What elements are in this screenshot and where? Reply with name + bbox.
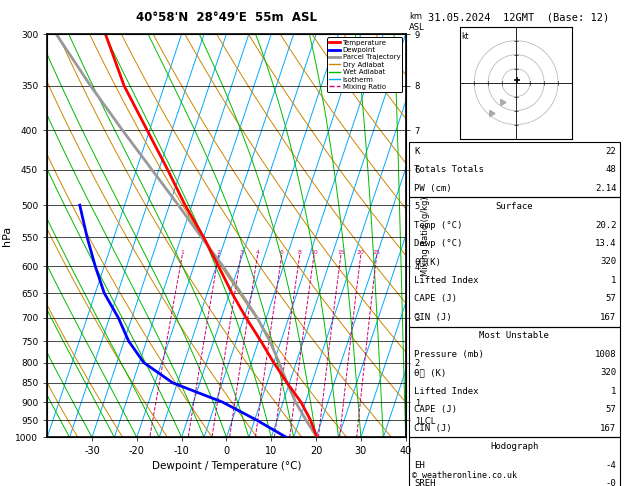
- Text: 1008: 1008: [595, 350, 616, 359]
- Text: 20: 20: [357, 250, 365, 255]
- Text: 1: 1: [611, 387, 616, 396]
- Text: 320: 320: [600, 258, 616, 266]
- Text: θᴄ(K): θᴄ(K): [414, 258, 441, 266]
- Text: CAPE (J): CAPE (J): [414, 405, 457, 414]
- Text: K: K: [414, 147, 420, 156]
- Text: Pressure (mb): Pressure (mb): [414, 350, 484, 359]
- Text: 167: 167: [600, 424, 616, 433]
- Text: 57: 57: [606, 295, 616, 303]
- Text: kt: kt: [462, 32, 469, 41]
- Text: θᴄ (K): θᴄ (K): [414, 368, 446, 377]
- Text: 13.4: 13.4: [595, 239, 616, 248]
- Text: 20.2: 20.2: [595, 221, 616, 229]
- Text: CIN (J): CIN (J): [414, 424, 452, 433]
- Text: km
ASL: km ASL: [409, 12, 425, 32]
- X-axis label: Dewpoint / Temperature (°C): Dewpoint / Temperature (°C): [152, 461, 301, 470]
- Text: 48: 48: [606, 165, 616, 174]
- Text: Most Unstable: Most Unstable: [479, 331, 549, 340]
- Text: 2.14: 2.14: [595, 184, 616, 192]
- Y-axis label: hPa: hPa: [3, 226, 13, 246]
- Text: Temp (°C): Temp (°C): [414, 221, 462, 229]
- Text: 6: 6: [280, 250, 284, 255]
- Text: 15: 15: [337, 250, 345, 255]
- Text: 31.05.2024  12GMT  (Base: 12): 31.05.2024 12GMT (Base: 12): [428, 12, 610, 22]
- Text: EH: EH: [414, 461, 425, 469]
- Text: CIN (J): CIN (J): [414, 313, 452, 322]
- Text: 1: 1: [611, 276, 616, 285]
- Text: 167: 167: [600, 313, 616, 322]
- Text: -0: -0: [606, 479, 616, 486]
- Text: Lifted Index: Lifted Index: [414, 276, 479, 285]
- Text: Lifted Index: Lifted Index: [414, 387, 479, 396]
- Text: 2: 2: [216, 250, 221, 255]
- Text: Surface: Surface: [496, 202, 533, 211]
- Text: 8: 8: [298, 250, 302, 255]
- Text: 4: 4: [255, 250, 260, 255]
- Text: 3: 3: [239, 250, 243, 255]
- Text: 22: 22: [606, 147, 616, 156]
- Text: 40°58'N  28°49'E  55m  ASL: 40°58'N 28°49'E 55m ASL: [136, 11, 317, 24]
- Text: 10: 10: [310, 250, 318, 255]
- Text: PW (cm): PW (cm): [414, 184, 452, 192]
- Text: SREH: SREH: [414, 479, 435, 486]
- Text: 1: 1: [181, 250, 184, 255]
- Text: CAPE (J): CAPE (J): [414, 295, 457, 303]
- Text: 25: 25: [373, 250, 381, 255]
- Text: 320: 320: [600, 368, 616, 377]
- Text: -4: -4: [606, 461, 616, 469]
- Text: 57: 57: [606, 405, 616, 414]
- Text: Dewp (°C): Dewp (°C): [414, 239, 462, 248]
- Legend: Temperature, Dewpoint, Parcel Trajectory, Dry Adiabat, Wet Adiabat, Isotherm, Mi: Temperature, Dewpoint, Parcel Trajectory…: [327, 37, 402, 92]
- Text: Mixing Ratio (g/kg): Mixing Ratio (g/kg): [421, 196, 430, 276]
- Text: Totals Totals: Totals Totals: [414, 165, 484, 174]
- Text: Hodograph: Hodograph: [490, 442, 538, 451]
- Text: © weatheronline.co.uk: © weatheronline.co.uk: [412, 471, 517, 480]
